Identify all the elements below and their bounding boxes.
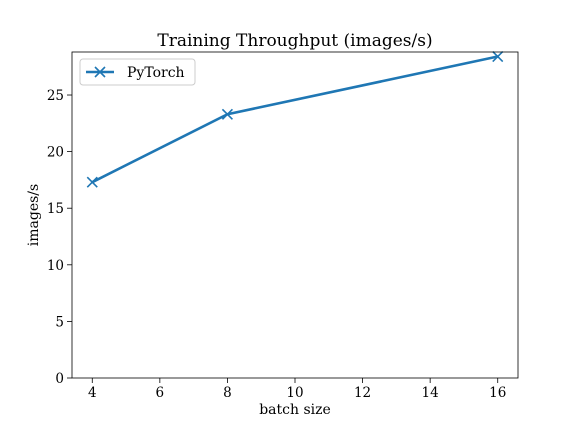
y-tick-label: 0 [55,371,64,387]
y-tick-label: 5 [55,314,64,330]
x-tick-label: 16 [489,385,506,401]
legend-marker-x [94,66,106,78]
x-tick-label: 4 [88,385,97,401]
series-layer [86,50,504,188]
x-tick-label: 6 [156,385,165,401]
x-tick-label: 10 [286,385,303,401]
chart-title: Training Throughput (images/s) [157,31,432,51]
data-point-marker [221,108,233,120]
y-tick-label: 20 [47,145,64,161]
y-axis-label: images/s [26,184,42,246]
x-tick-label: 8 [223,385,232,401]
plot-frame [71,51,519,379]
legend-box [79,58,196,86]
y-tick-label: 25 [47,88,64,104]
plot-area [72,52,518,378]
axis-ticks: 4 6 8 10 12 14 16 0 5 10 15 20 25 [47,88,507,401]
data-point-marker [86,176,98,188]
x-axis-label: batch size [259,402,331,418]
data-point-marker [492,50,504,63]
y-tick-label: 10 [47,258,64,274]
legend: PyTorch [79,58,196,86]
legend-label-pytorch: PyTorch [127,65,185,81]
x-tick-label: 14 [422,385,439,401]
x-tick-label: 12 [354,385,371,401]
y-tick-label: 15 [47,201,64,217]
